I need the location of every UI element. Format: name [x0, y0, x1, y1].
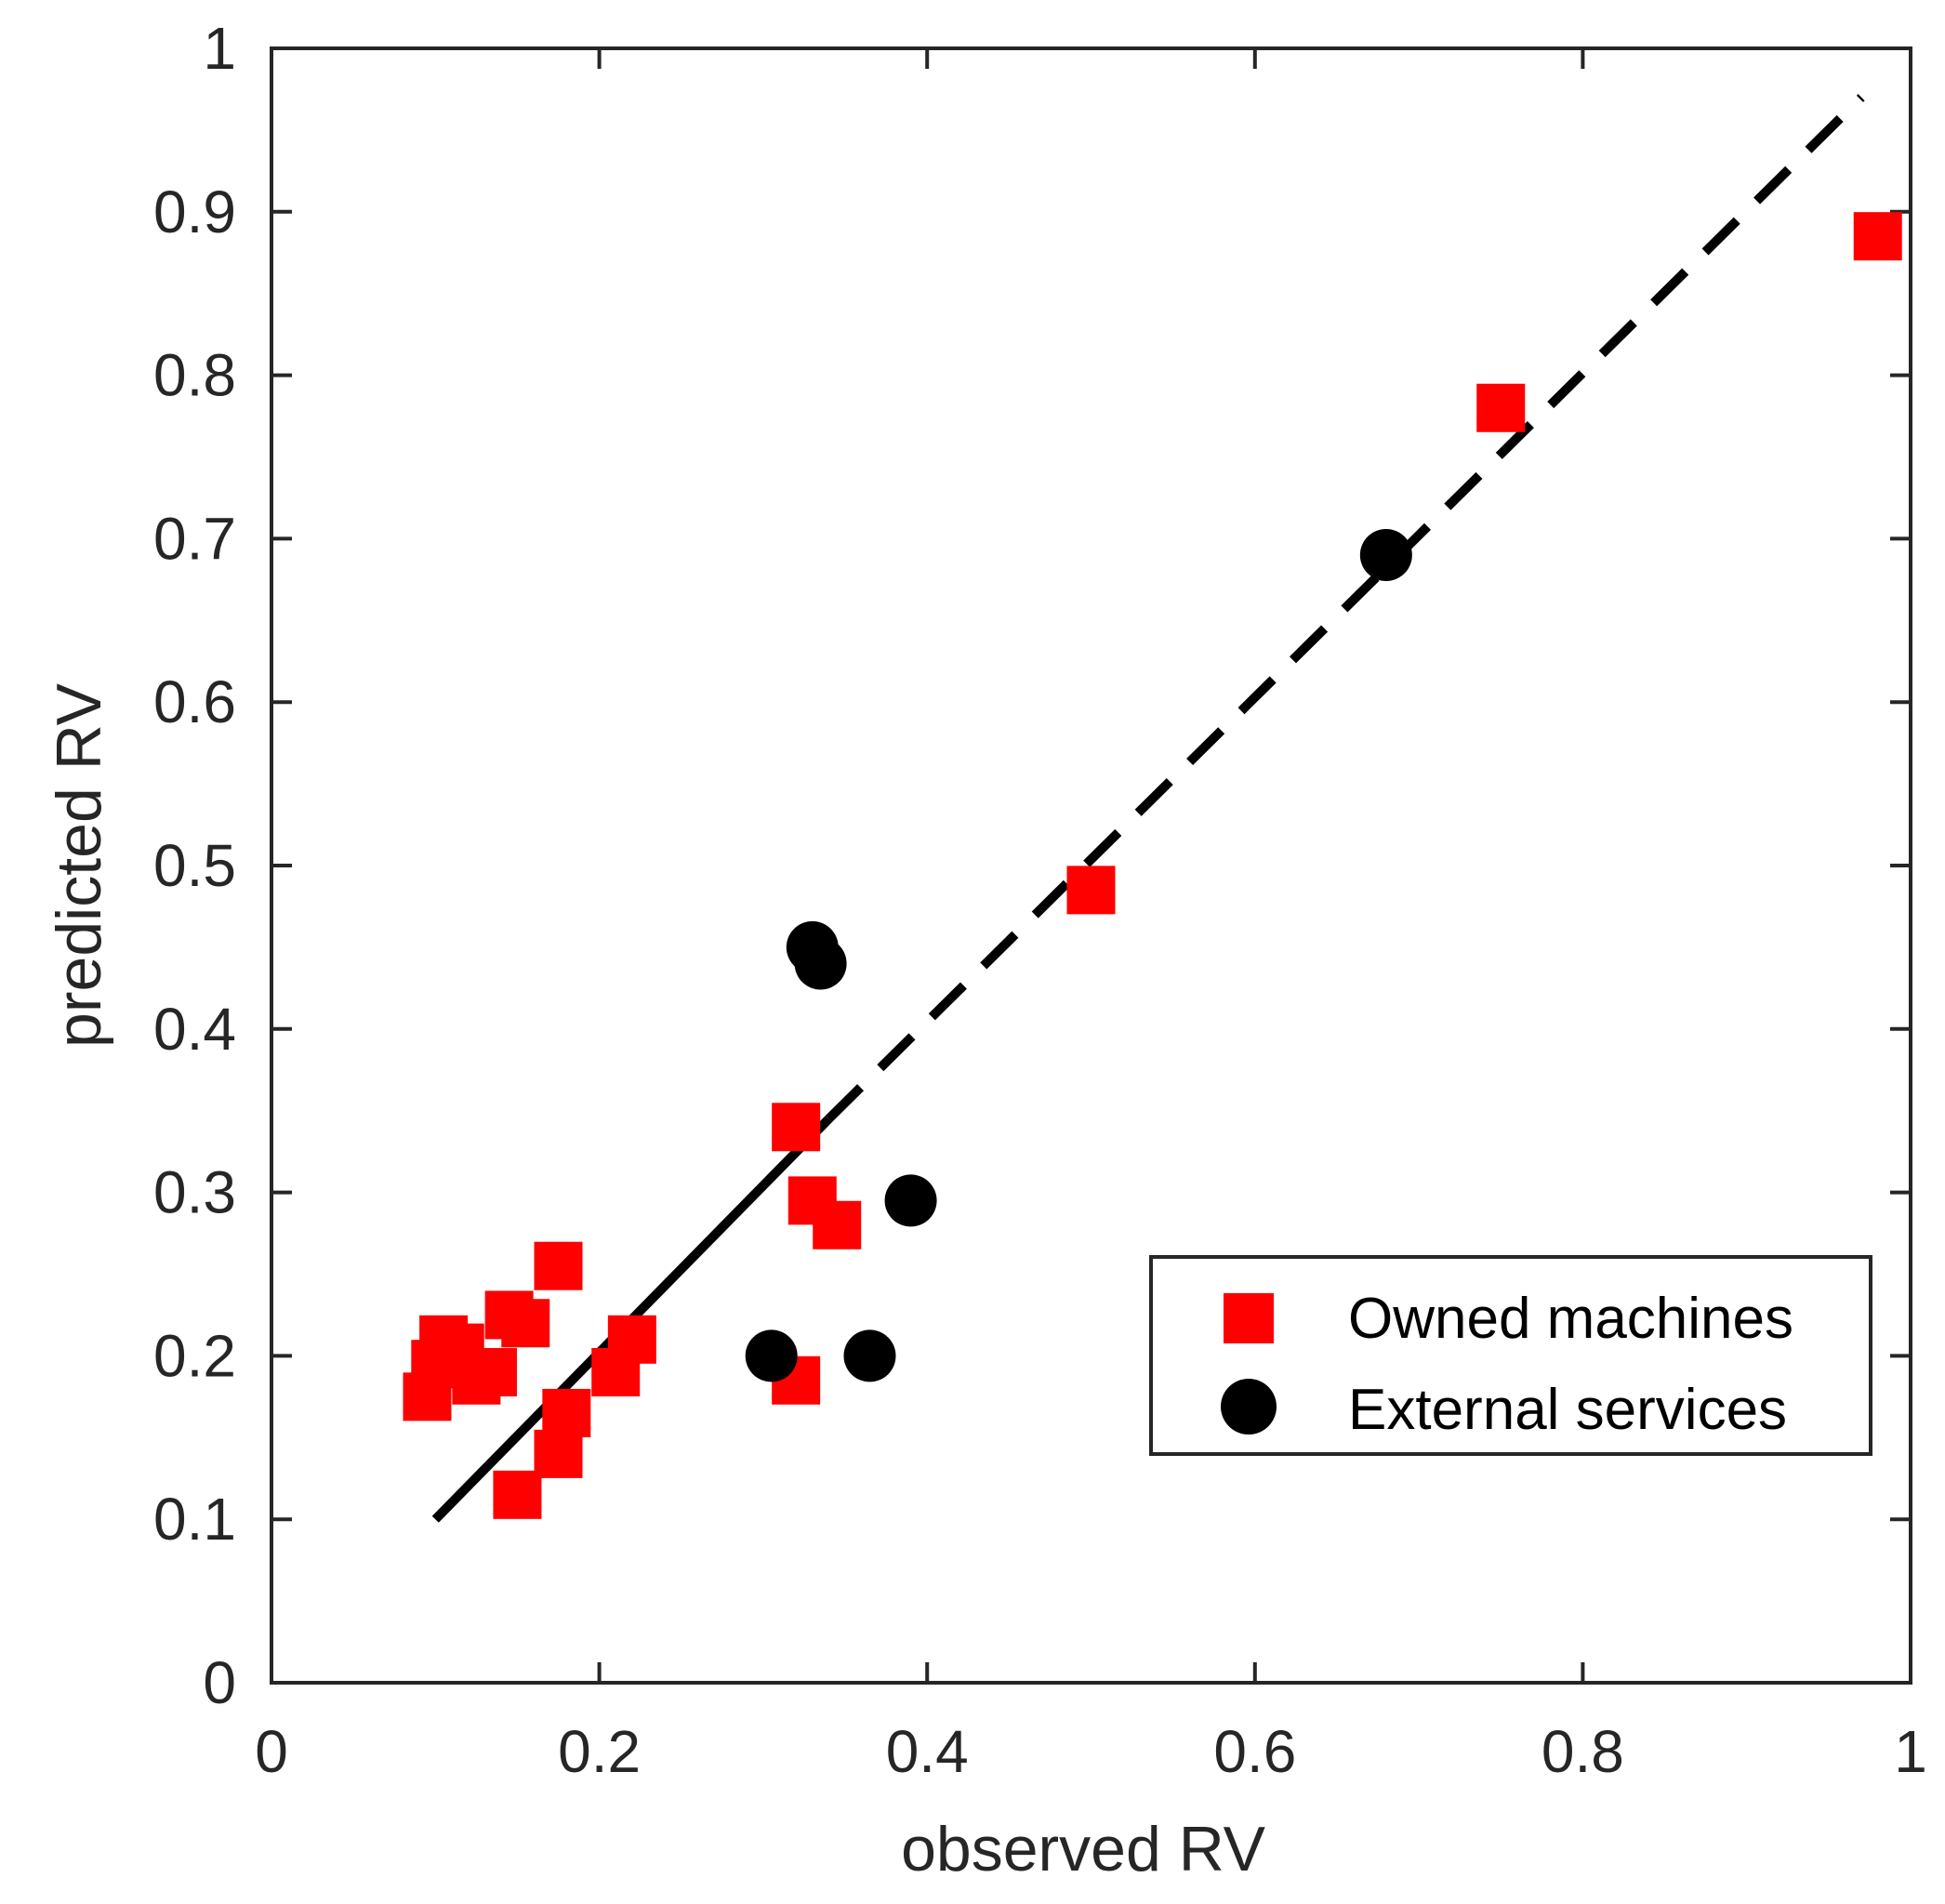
y-tick-label: 0.5 [153, 832, 236, 899]
plot-frame [270, 46, 1912, 1685]
y-tick-label: 0 [203, 1649, 236, 1716]
y-tick-label: 0.7 [153, 505, 236, 572]
owned-machine-point [813, 1200, 862, 1250]
owned-machine-point [469, 1347, 518, 1396]
legend-owned-label: Owned machines [1348, 1287, 1793, 1351]
x-axis-label: observed RV [901, 1814, 1266, 1884]
owned-machine-point [1066, 866, 1116, 915]
owned-machine-point [542, 1388, 591, 1437]
legend-owned-marker [1224, 1293, 1274, 1343]
x-tick-label: 0.8 [1541, 1718, 1624, 1785]
owned-machine-point [772, 1103, 821, 1152]
external-service-point [884, 1174, 937, 1227]
legend-external-marker [1221, 1379, 1277, 1435]
owned-machine-point [1476, 383, 1526, 432]
x-tick-label: 0.4 [886, 1718, 969, 1785]
owned-machine-point [607, 1315, 656, 1364]
external-service-point [1359, 528, 1412, 581]
x-tick-label: 0.2 [558, 1718, 641, 1785]
y-tick-label: 1 [203, 15, 236, 82]
external-service-point [843, 1329, 896, 1382]
owned-machine-point [534, 1241, 583, 1290]
legend-external-label: External services [1348, 1378, 1787, 1442]
y-tick-label: 0.2 [153, 1322, 236, 1389]
external-service-point [745, 1329, 798, 1382]
y-tick-label: 0.6 [153, 668, 236, 735]
external-service-point [794, 937, 847, 990]
owned-machine-point [501, 1299, 550, 1348]
points-layer [403, 212, 1902, 1519]
legend: Owned machines External services [1149, 1255, 1872, 1456]
owned-machine-point [534, 1429, 583, 1478]
owned-machine-point [1853, 212, 1902, 261]
y-axis-label: predicted RV [44, 682, 114, 1048]
owned-machine-point [493, 1470, 542, 1519]
x-tick-label: 0.6 [1213, 1718, 1296, 1785]
y-tick-label: 0.3 [153, 1159, 236, 1226]
y-tick-label: 0.4 [153, 996, 236, 1063]
tick-labels-layer: 0 0.2 0.4 0.6 0.8 1 0 0.1 0.2 0.3 0.4 0.5 0.6 0.7 0.8 0… [153, 15, 1927, 1785]
fit-dashed-line [825, 94, 1865, 1123]
y-tick-label: 0.9 [153, 178, 236, 245]
x-tick-label: 0 [255, 1718, 288, 1785]
y-tick-label: 0.1 [153, 1486, 236, 1553]
y-tick-label: 0.8 [153, 342, 236, 409]
x-tick-label: 1 [1894, 1718, 1927, 1785]
